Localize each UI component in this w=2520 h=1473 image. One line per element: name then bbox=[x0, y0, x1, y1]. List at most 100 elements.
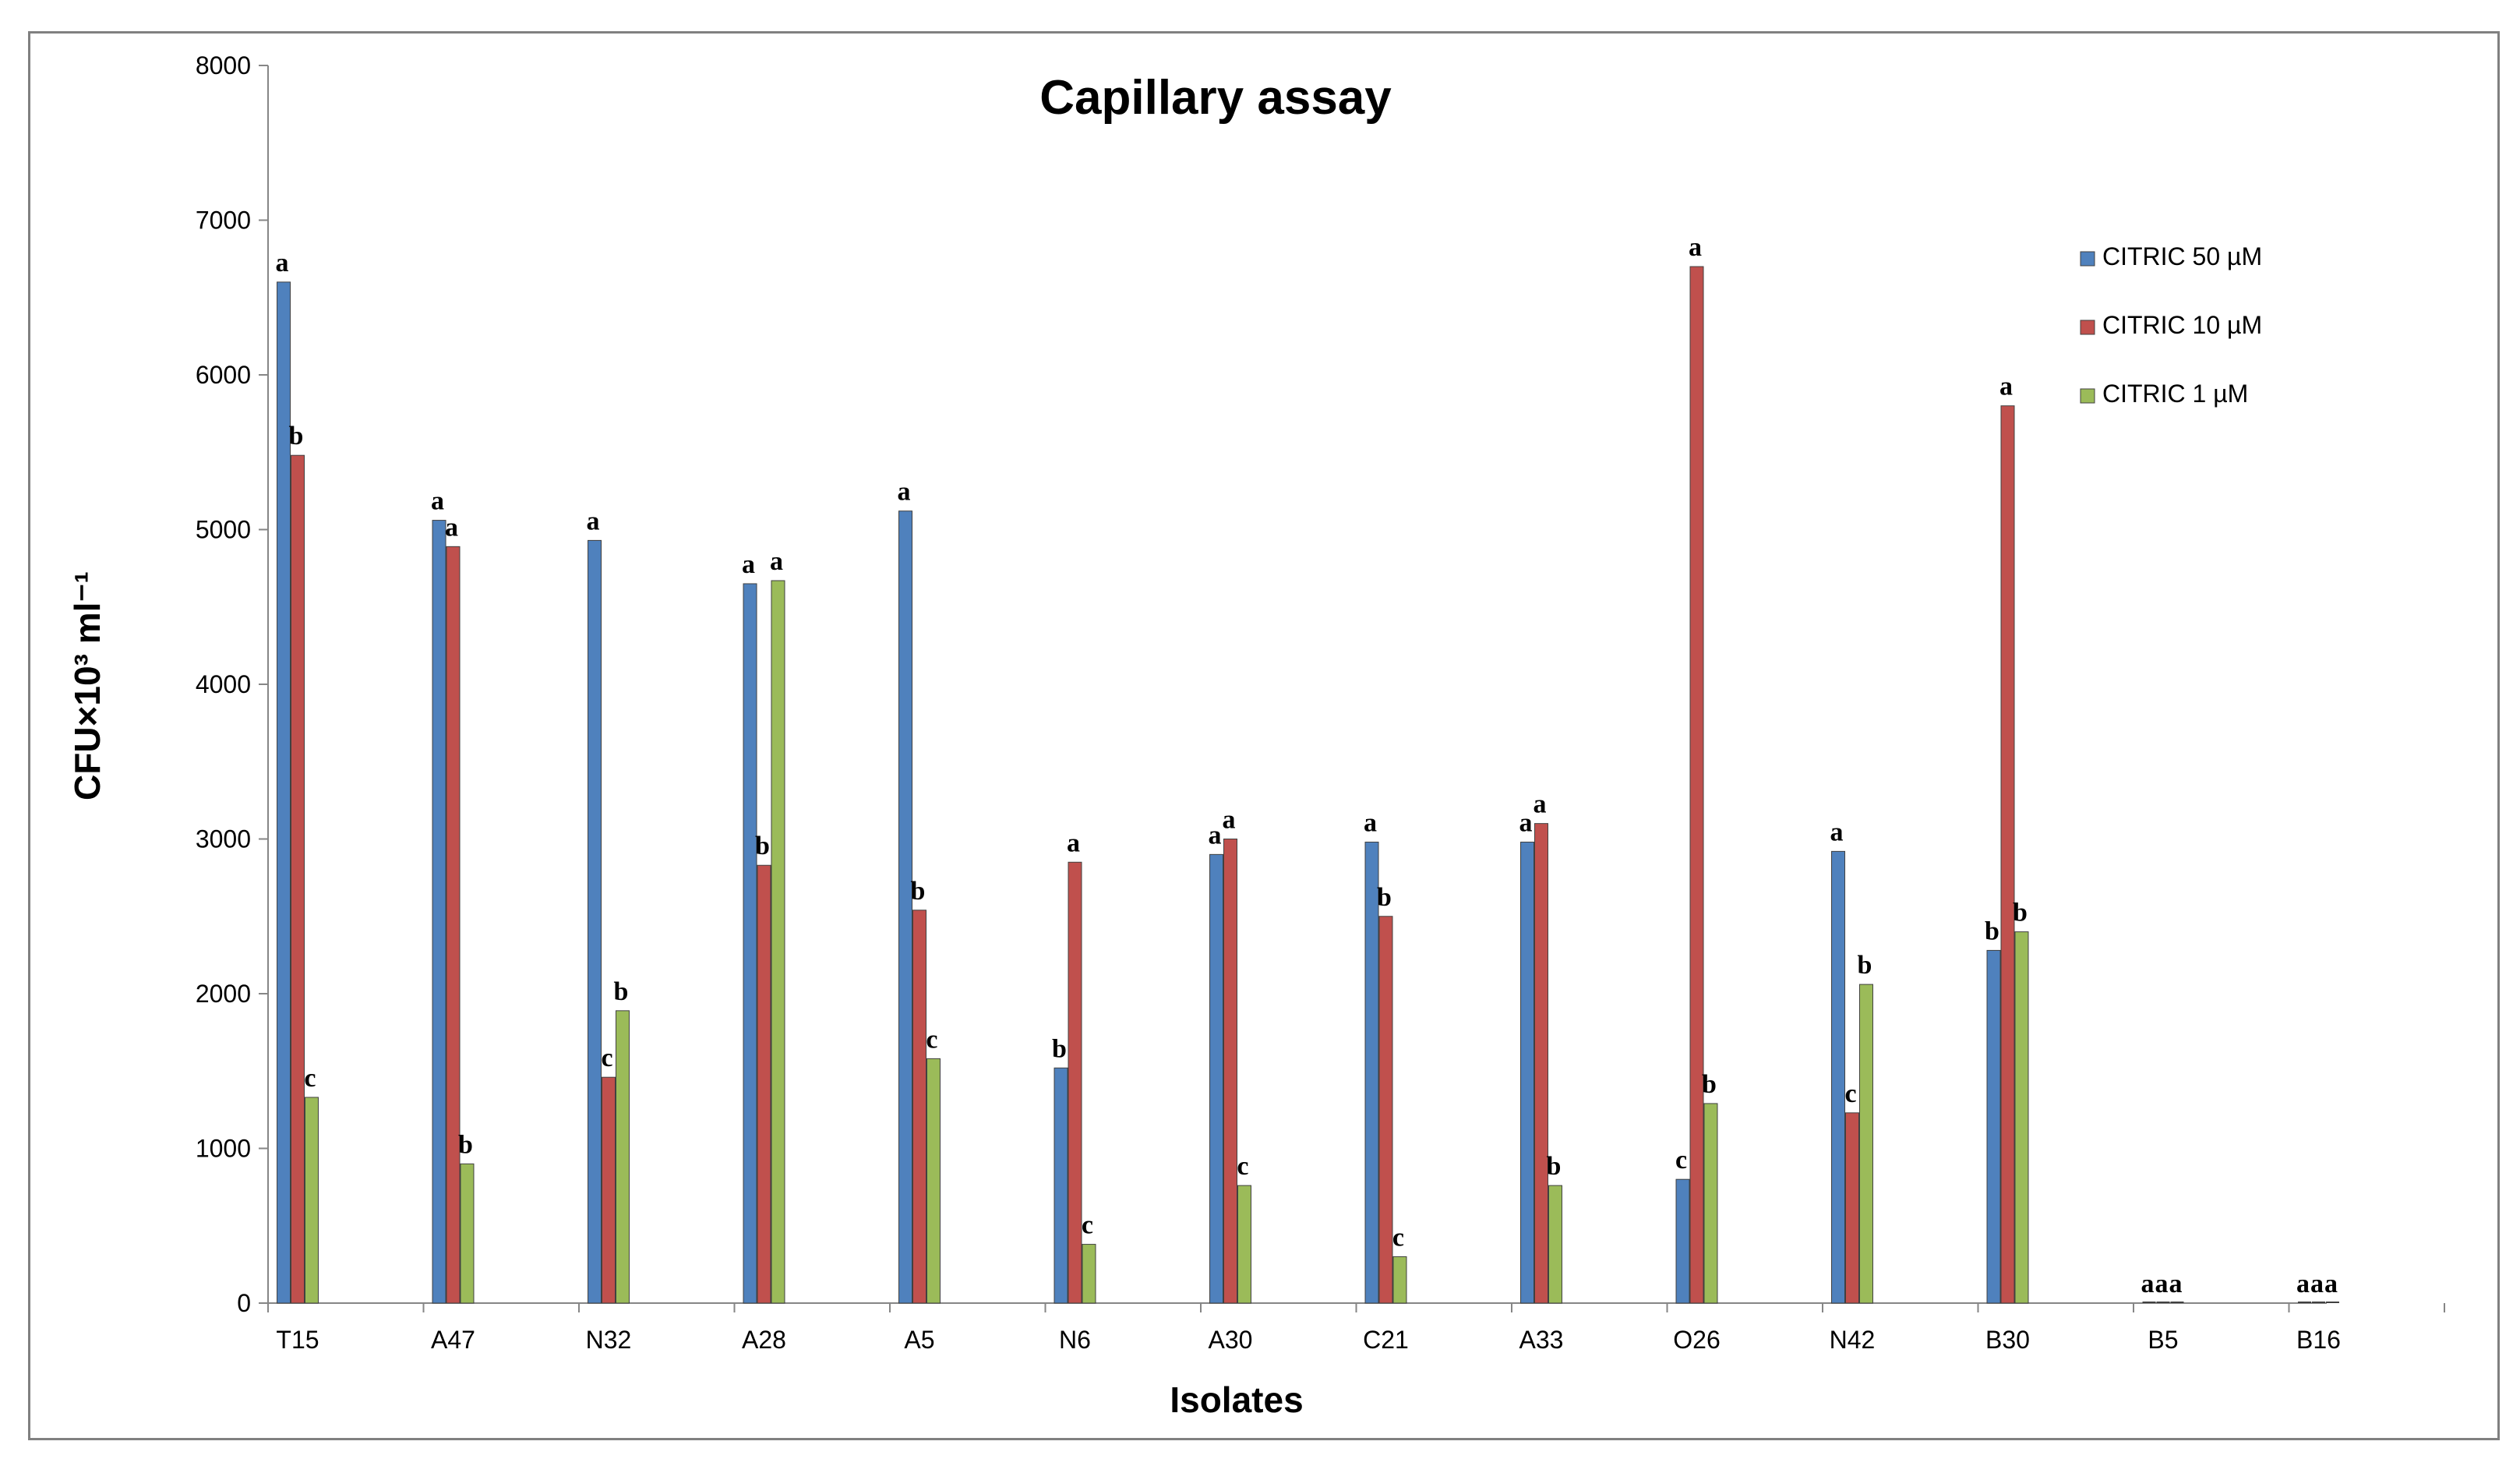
bar bbox=[1858, 984, 1873, 1304]
bar bbox=[1378, 916, 1393, 1304]
bar bbox=[1986, 949, 2001, 1304]
legend-swatch bbox=[2080, 388, 2095, 404]
bar bbox=[602, 1076, 616, 1304]
significance-label: b bbox=[1052, 1034, 1067, 1063]
significance-label: a bbox=[431, 487, 444, 516]
plot-area: 0 1000 2000 3000 4000 5000 6000 7000 8000 T15 A47 N… bbox=[196, 51, 2445, 1354]
significance-label: a bbox=[1999, 373, 2013, 401]
significance-label: b bbox=[911, 877, 926, 906]
significance-label: a bbox=[742, 550, 755, 579]
significance-label: b bbox=[755, 832, 770, 860]
bar bbox=[757, 864, 771, 1304]
bar bbox=[2014, 931, 2029, 1304]
x-tick-label: T15 bbox=[276, 1326, 319, 1354]
x-tick-label: B30 bbox=[1985, 1326, 2030, 1354]
significance-label: a bbox=[1067, 828, 1080, 857]
bar bbox=[304, 1097, 319, 1304]
legend-swatch bbox=[2080, 320, 2095, 335]
legend-label: CITRIC 1 µM bbox=[2102, 380, 2248, 408]
bar bbox=[2000, 405, 2015, 1304]
significance-label: a bbox=[1223, 806, 1236, 835]
significance-label: c bbox=[1392, 1223, 1404, 1252]
x-tick-label: N6 bbox=[1059, 1326, 1091, 1354]
bar bbox=[926, 1058, 941, 1304]
significance-label: a bbox=[445, 513, 458, 542]
x-tick-label: O26 bbox=[1673, 1326, 1720, 1354]
x-tick-label: A33 bbox=[1519, 1326, 1564, 1354]
significance-label: a bbox=[2296, 1270, 2310, 1298]
significance-label: b bbox=[614, 977, 629, 1006]
x-tick-label: A5 bbox=[904, 1326, 934, 1354]
significance-label: b bbox=[1985, 917, 1999, 945]
significance-label: c bbox=[601, 1044, 612, 1072]
significance-label: a bbox=[2310, 1270, 2324, 1298]
bar bbox=[1548, 1185, 1562, 1304]
significance-label: a bbox=[1519, 808, 1533, 837]
significance-label: b bbox=[2013, 899, 2028, 927]
significance-label: a bbox=[1364, 808, 1377, 837]
bar bbox=[1831, 850, 1846, 1304]
legend-label: CITRIC 50 µM bbox=[2102, 242, 2262, 270]
bar bbox=[1534, 823, 1548, 1304]
significance-label: c bbox=[304, 1064, 316, 1093]
bar bbox=[912, 910, 926, 1304]
x-tick-label: N42 bbox=[1830, 1326, 1876, 1354]
x-tick-label: A28 bbox=[742, 1326, 786, 1354]
bar bbox=[1223, 839, 1237, 1304]
bar bbox=[291, 454, 305, 1304]
x-tick-label: N32 bbox=[586, 1326, 632, 1354]
bar bbox=[771, 580, 785, 1304]
y-tick-label: 7000 bbox=[196, 207, 251, 235]
significance-label: b bbox=[1547, 1152, 1562, 1181]
y-tick-label: 6000 bbox=[196, 361, 251, 389]
significance-label: a bbox=[1830, 818, 1844, 846]
bar bbox=[1068, 861, 1082, 1304]
bar bbox=[1054, 1067, 1068, 1304]
significance-label: a bbox=[1689, 233, 1702, 262]
significance-label: a bbox=[2324, 1270, 2338, 1298]
bar bbox=[1703, 1103, 1718, 1304]
y-tick-label: 2000 bbox=[196, 980, 251, 1008]
bar bbox=[898, 510, 913, 1304]
bar bbox=[1209, 853, 1224, 1304]
bar bbox=[743, 583, 757, 1304]
significance-label: a bbox=[2141, 1270, 2155, 1298]
significance-label: c bbox=[926, 1025, 937, 1054]
significance-label: b bbox=[289, 422, 304, 450]
significance-label: a bbox=[2169, 1270, 2182, 1298]
y-tick-label: 0 bbox=[237, 1289, 251, 1317]
y-tick-label: 4000 bbox=[196, 670, 251, 698]
significance-label: b bbox=[1377, 883, 1392, 912]
significance-label: c bbox=[1237, 1152, 1248, 1181]
bar bbox=[446, 546, 461, 1304]
x-tick-label: B5 bbox=[2148, 1326, 2178, 1354]
bar bbox=[1392, 1256, 1407, 1304]
legend-label: CITRIC 10 µM bbox=[2102, 311, 2262, 339]
bar bbox=[1845, 1112, 1859, 1304]
significance-label: a bbox=[770, 547, 783, 576]
significance-label: b bbox=[458, 1130, 473, 1159]
chart-title: Capillary assay bbox=[1039, 71, 1392, 125]
significance-label: a bbox=[587, 507, 600, 535]
significance-label: b bbox=[1858, 951, 1872, 980]
bar bbox=[1520, 841, 1535, 1304]
legend-swatch bbox=[2080, 251, 2095, 267]
y-axis-title-group: CFU×10³ ml⁻¹ bbox=[67, 571, 108, 800]
bar bbox=[277, 281, 291, 1304]
y-tick-label: 5000 bbox=[196, 516, 251, 544]
bar bbox=[1689, 266, 1704, 1304]
significance-label: a bbox=[1534, 790, 1547, 819]
bar bbox=[1364, 841, 1379, 1304]
significance-label: b bbox=[1702, 1070, 1717, 1099]
x-tick-label: C21 bbox=[1363, 1326, 1409, 1354]
bar bbox=[1237, 1185, 1251, 1304]
x-axis-title: Isolates bbox=[1170, 1379, 1303, 1420]
x-tick-label: A30 bbox=[1209, 1326, 1253, 1354]
bar bbox=[588, 539, 602, 1304]
significance-label: a bbox=[1209, 821, 1222, 850]
significance-label: c bbox=[1082, 1211, 1093, 1240]
significance-label: a bbox=[898, 478, 911, 507]
bar bbox=[432, 520, 446, 1304]
y-tick-label: 8000 bbox=[196, 51, 251, 79]
